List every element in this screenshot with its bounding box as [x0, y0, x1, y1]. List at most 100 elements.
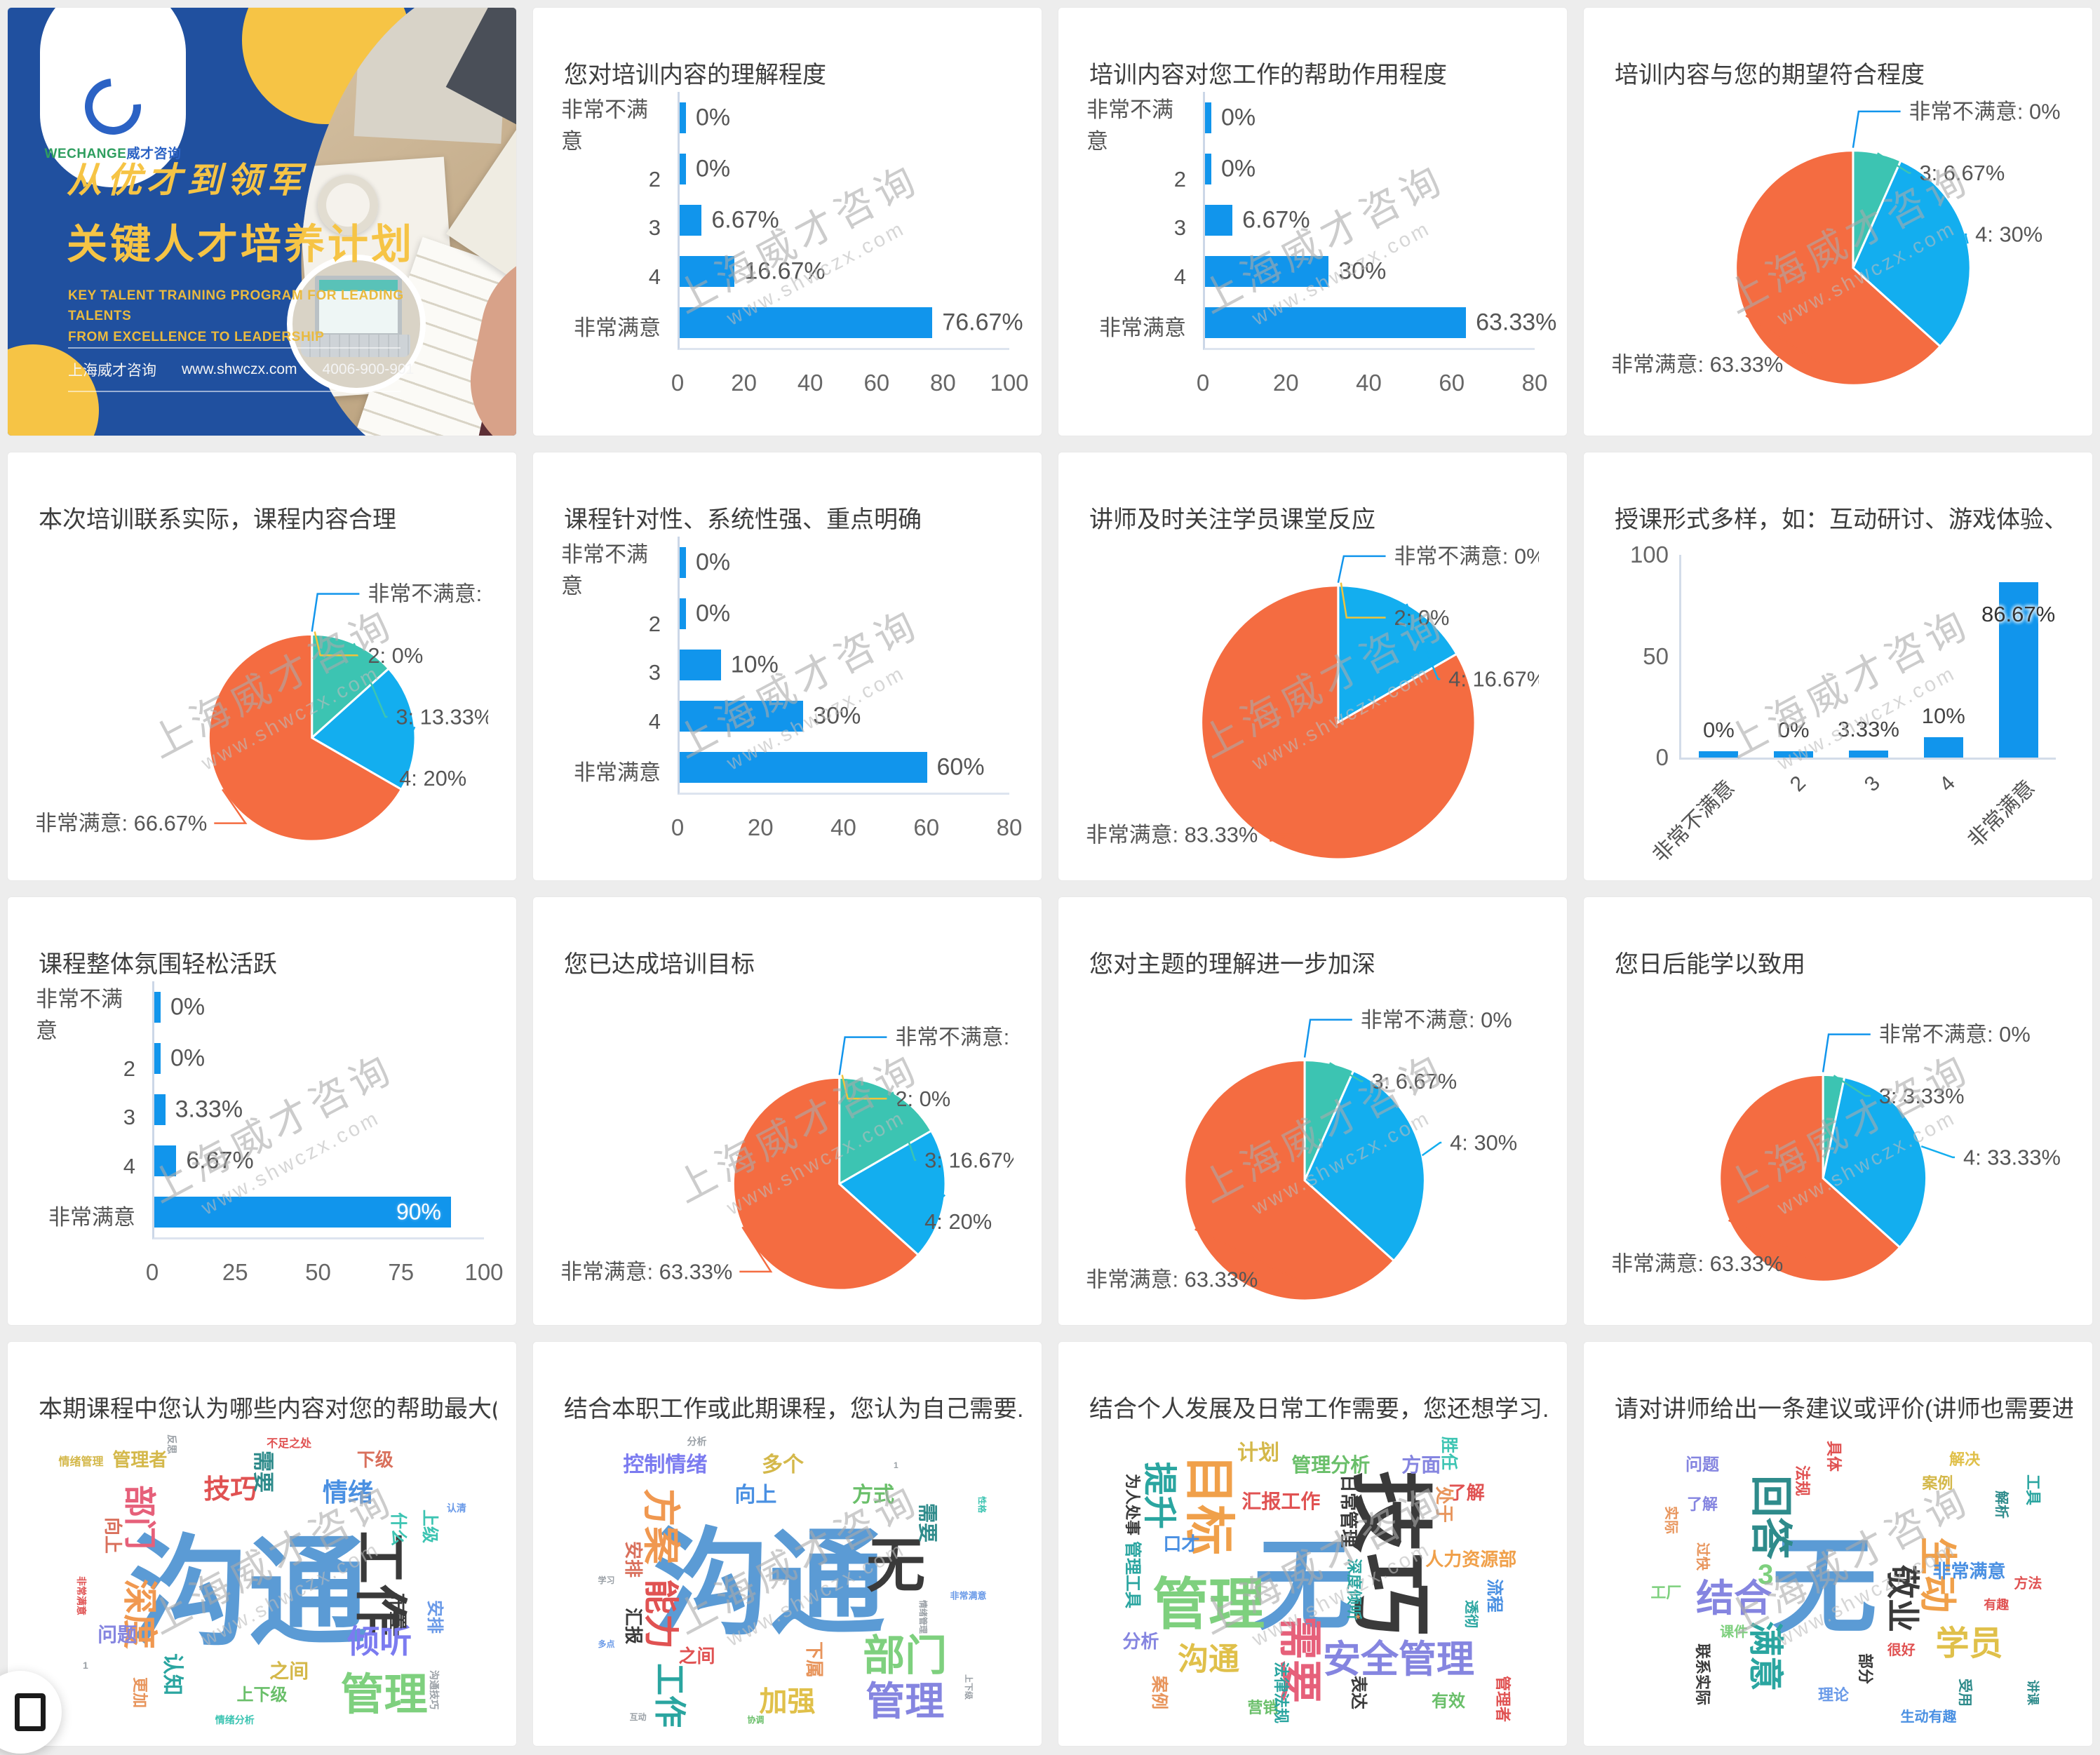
- label-leader-line: [353, 643, 388, 718]
- x-axis-ticks: 0 20 40 60 80: [1197, 363, 1548, 398]
- cloud-word: 问题: [1685, 1455, 1719, 1475]
- wordcloud: 沟通 工作 管理 倾听 深度 部门 技巧 情绪 需要 管理者 下级 向上 问题 认知 之间 上下级 更加 上级 安排…: [36, 1426, 488, 1729]
- label-leader-line: [1745, 314, 1825, 365]
- cloud-word: 课件: [1720, 1624, 1749, 1640]
- pie-label: 非常满意: 63.33%: [1612, 1251, 1783, 1276]
- category-label: 3: [123, 1105, 135, 1130]
- y-axis-labels: 非常不满意 2 3 4 非常满意: [561, 537, 673, 795]
- axis-tick: 20: [747, 814, 774, 840]
- plot-area: 0% 0% 6.67% 16.67% 76.67%: [678, 92, 1023, 350]
- card-chart-practical: 本次培训联系实际，课程内容合理 上海威才咨询 www.shwczx.com 非常不…: [7, 452, 517, 881]
- axis-tick: 0: [1655, 744, 1669, 770]
- cloud-word: 什么: [389, 1512, 408, 1546]
- pie-label: 4: 30%: [1975, 222, 2042, 247]
- card-chart-deepen: 您对主题的理解进一步加深 上海威才咨询 www.shwczx.com 非常不满意:…: [1058, 896, 1568, 1326]
- cloud-word: 案例: [1922, 1474, 1953, 1493]
- x-axis-ticks: 0 20 40 60 80: [671, 807, 1023, 842]
- category-label: 4: [1934, 772, 1960, 797]
- value-label: 63.33%: [1476, 309, 1557, 335]
- label-leader-line: [214, 788, 248, 824]
- value-label: 0%: [696, 155, 731, 182]
- hbar-chart: 非常不满意 2 3 4 非常满意 0% 0% 10% 30% 60% 0 20 40 60 80: [561, 537, 1023, 863]
- cloud-word: 多点: [598, 1639, 615, 1650]
- chart-title: 课程整体氛围轻松活跃: [39, 951, 277, 978]
- cloud-word: 部分: [1857, 1653, 1875, 1684]
- cloud-word: 回答: [1746, 1474, 1794, 1559]
- pie-chart: 非常不满意: 0% 2: 0% 4: 16.67% 非常满意: 83.33%: [1086, 537, 1539, 863]
- bar-slot: 10% 4: [1906, 555, 1981, 796]
- axis-tick: 80: [996, 814, 1023, 840]
- axis-tick: 100: [1629, 542, 1669, 567]
- chart-title: 培训内容对您工作的帮助作用程度: [1089, 62, 1447, 88]
- value-label: 6.67%: [711, 206, 779, 233]
- cloud-word: 方案: [639, 1488, 682, 1564]
- cloud-word: 管理工具: [1122, 1540, 1142, 1608]
- bar: 30%: [680, 700, 861, 732]
- pie-label: 4: 20%: [399, 766, 466, 791]
- category-label: 2: [648, 166, 661, 191]
- label-leader-line: [1852, 110, 1901, 148]
- cloud-word: 情绪: [323, 1478, 374, 1507]
- cloud-word: 敬业: [1883, 1565, 1920, 1633]
- value-label: 30%: [813, 702, 861, 729]
- cloud-word: 情绪管理: [58, 1455, 104, 1468]
- chart-title: 培训内容与您的期望符合程度: [1615, 62, 1925, 88]
- y-axis-labels: 非常不满意 2 3 4 非常满意: [36, 981, 148, 1239]
- axis-tick: 20: [1272, 370, 1299, 396]
- cloud-word: 上下级: [236, 1686, 288, 1705]
- value-label: 90%: [396, 1199, 441, 1224]
- value-label: 60%: [936, 753, 985, 780]
- label-leader-line: [1728, 1219, 1822, 1265]
- pie-label: 4: 30%: [1450, 1131, 1517, 1155]
- value-label: 6.67%: [1242, 206, 1310, 233]
- value-label: 30%: [1338, 257, 1387, 284]
- cloud-word: 布置: [387, 1592, 408, 1629]
- bar-slot: 86.67% 非常满意: [1963, 555, 2056, 852]
- chart-title: 结合个人发展及日常工作需要，您还想学习...: [1089, 1396, 1547, 1423]
- axis-tick: 40: [797, 370, 823, 396]
- bar-row: 60%: [680, 741, 1009, 793]
- cloud-word: 向上: [102, 1517, 123, 1554]
- label-leader-line: [1406, 603, 1441, 680]
- bar: 3.33%: [154, 1094, 243, 1125]
- cloud-word: 沟通: [129, 1526, 368, 1660]
- axis-tick: 100: [464, 1259, 504, 1285]
- label-leader-line: [912, 1194, 946, 1223]
- cloud-word: 沟通: [1178, 1641, 1240, 1676]
- cloud-word: 非常满意: [1932, 1561, 2006, 1582]
- pie-label: 非常不满意: 0%: [368, 581, 488, 606]
- cloud-word: 管理: [340, 1671, 428, 1720]
- floating-widget-button[interactable]: [0, 1671, 62, 1754]
- card-chart-attention: 讲师及时关注学员课堂反应 上海威才咨询 www.shwczx.com 非常不满意:…: [1058, 452, 1568, 881]
- label-leader-line: [841, 1075, 887, 1100]
- value-label: 0%: [170, 1044, 206, 1071]
- value-label: 0%: [170, 993, 206, 1020]
- bar-row: 30%: [1205, 246, 1535, 297]
- category-label: 非常不满意: [561, 542, 648, 598]
- cloud-word: 法规: [1793, 1465, 1811, 1496]
- bar: [1774, 751, 1814, 758]
- cloud-word: 深度倾听: [1345, 1559, 1363, 1621]
- category-label: 4: [123, 1153, 135, 1178]
- laptop-keyboard: [301, 335, 410, 357]
- cloud-word: 处于: [1433, 1486, 1455, 1524]
- card-chart-atmosphere: 课程整体氛围轻松活跃 上海威才咨询 www.shwczx.com 非常不满意 2 3 4…: [7, 896, 517, 1326]
- cloud-word: 计划: [1237, 1441, 1280, 1465]
- cloud-word: 沟通: [653, 1519, 885, 1648]
- pie-label: 非常不满意: 0%: [1909, 99, 2061, 123]
- banner-company: 上海威才咨询: [68, 363, 156, 379]
- x-axis-ticks: 0 20 40 60 80 100: [671, 363, 1029, 398]
- cloud-word: 互动: [629, 1712, 647, 1722]
- cloud-word: 了解: [1448, 1482, 1485, 1504]
- chart-title: 本期课程中您认为哪些内容对您的帮助最大(...: [39, 1396, 497, 1423]
- axis-tick: 40: [1356, 370, 1382, 396]
- cloud-word: 反思: [166, 1434, 177, 1454]
- cloud-word: 工厂: [1650, 1583, 1682, 1601]
- pie-chart: 非常不满意: 0% 3: 6.67% 4: 30% 非常满意: 63.33%: [1086, 981, 1539, 1308]
- bar-row: 0%: [154, 1033, 484, 1084]
- chart-title: 授课形式多样，如：互动研讨、游戏体验、 ...: [1615, 506, 2073, 533]
- label-leader-line: [1340, 582, 1386, 619]
- cloud-word: 具体: [1825, 1441, 1843, 1472]
- cloud-word: 非常满意: [950, 1590, 987, 1601]
- card-chart-apply: 您日后能学以致用 上海威才咨询 www.shwczx.com 非常不满意: 0% 3…: [1583, 896, 2093, 1326]
